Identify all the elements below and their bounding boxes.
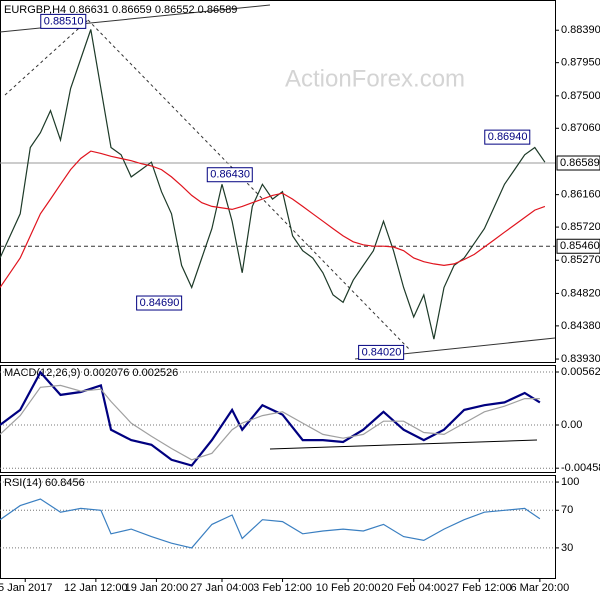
x-tick-label: 19 Jan 20:00 <box>125 582 189 594</box>
y-tick-label: 0.00 <box>561 419 582 431</box>
annotation-box <box>40 13 87 29</box>
annotation-box <box>484 129 531 145</box>
y-tick-label: 0.84380 <box>561 320 600 332</box>
x-tick-label: 6 Mar 20:00 <box>511 582 570 594</box>
annotation-label: 0.86940 <box>488 131 528 143</box>
rsi-panel-frame <box>0 475 556 579</box>
price-label-box <box>556 155 600 171</box>
price-panel-frame <box>0 0 556 363</box>
x-tick-label: 10 Feb 20:00 <box>316 582 381 594</box>
chart-title: EURGBP,H4 0.86631 0.86659 0.86552 0.8658… <box>4 4 237 16</box>
y-tick-label: 0.88390 <box>561 24 600 36</box>
rsi-title: RSI(14) 60.8456 <box>4 477 85 489</box>
annotation-label: 0.84690 <box>140 297 180 309</box>
series-line <box>0 498 541 549</box>
macd-title: MACD(12,26,9) 0.002076 0.002526 <box>4 367 178 379</box>
y-tick-label: 0.85720 <box>561 221 600 233</box>
y-tick-label: 0.005627 <box>561 366 600 378</box>
y-tick-label: 30 <box>561 542 573 554</box>
trend-line <box>269 439 538 450</box>
y-tick-label: 0.87060 <box>561 122 600 134</box>
price-label: 0.86589 <box>560 157 600 169</box>
x-tick-label: 5 Jan 2017 <box>0 582 52 594</box>
y-tick-label: 0.85270 <box>561 254 600 266</box>
price-label-box <box>556 238 600 254</box>
price-label: 0.85460 <box>560 240 600 252</box>
x-tick-label: 27 Jan 04:00 <box>190 582 254 594</box>
y-tick-label: 0.87500 <box>561 90 600 102</box>
annotation-label: 0.84020 <box>362 346 402 358</box>
series-line <box>0 370 541 467</box>
macd-panel-frame <box>0 365 556 473</box>
watermark: ActionForex.com <box>285 65 465 92</box>
annotation-box <box>206 167 253 183</box>
y-tick-label: 0.87950 <box>561 57 600 69</box>
series-line <box>0 384 540 461</box>
trend-line <box>4 19 89 96</box>
y-tick-label: 70 <box>561 504 573 516</box>
annotation-label: 0.86430 <box>210 169 250 181</box>
x-tick-label: 12 Jan 12:00 <box>64 582 128 594</box>
y-tick-label: 100 <box>561 476 579 488</box>
x-tick-label: 20 Feb 04:00 <box>381 582 446 594</box>
annotation-box <box>358 344 405 360</box>
x-tick-label: 3 Feb 12:00 <box>253 582 312 594</box>
trend-line <box>87 19 411 351</box>
y-tick-label: 0.83930 <box>561 353 600 365</box>
y-tick-label: 0.84820 <box>561 287 600 299</box>
y-tick-label: 0.86160 <box>561 189 600 201</box>
annotation-label: 0.88510 <box>44 15 84 27</box>
series-line <box>0 29 546 340</box>
series-line <box>0 150 546 288</box>
annotation-box <box>136 295 183 311</box>
y-tick-label: -0.004586 <box>561 462 600 474</box>
x-tick-label: 27 Feb 12:00 <box>447 582 512 594</box>
